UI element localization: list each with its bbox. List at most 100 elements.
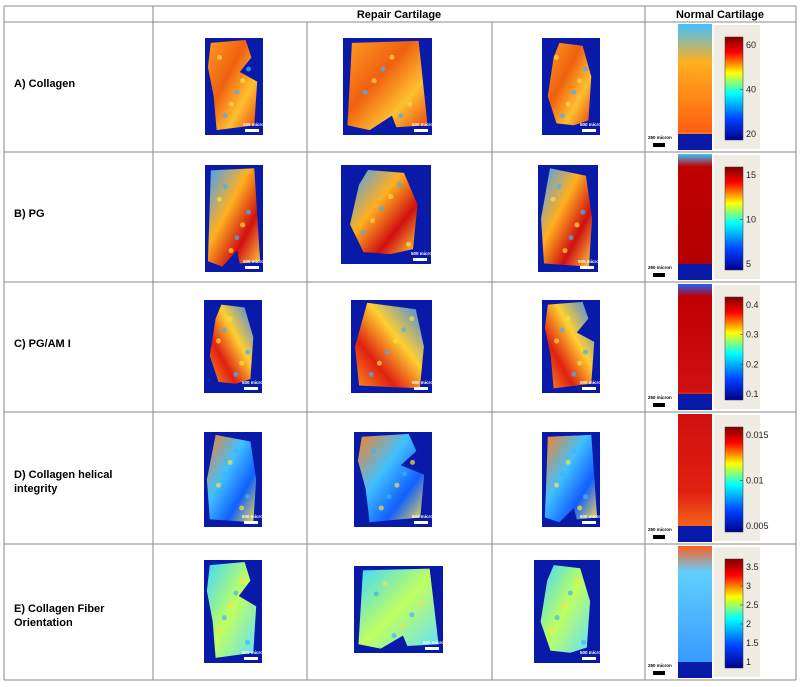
normal-scale-label: 250 micron — [648, 663, 672, 668]
colorbar-label: 0.1 — [746, 389, 759, 399]
speckle — [550, 196, 556, 202]
scale-label: 500 micron — [580, 122, 604, 127]
colorbar-label: 1.5 — [746, 638, 759, 648]
row-label: B) PG — [14, 208, 45, 220]
speckle — [397, 182, 402, 188]
speckle — [240, 78, 246, 84]
speckle — [398, 113, 404, 119]
tissue — [358, 568, 439, 649]
scale-bar — [244, 387, 258, 390]
colorbar-label: 0.015 — [746, 430, 769, 440]
tissue — [544, 301, 595, 389]
normal-image — [678, 24, 712, 150]
normal-base — [678, 264, 712, 280]
row-label: C) PG/AM I — [14, 338, 71, 350]
colorbar-label: 5 — [746, 259, 751, 269]
speckle — [217, 196, 222, 202]
colorbar-label: 0.4 — [746, 300, 759, 310]
speckle — [391, 633, 397, 639]
header-repair: Repair Cartilage — [357, 9, 441, 21]
speckle — [559, 113, 565, 119]
scale-bar — [582, 657, 596, 660]
speckle — [246, 66, 251, 72]
normal-base — [678, 662, 712, 678]
speckle — [400, 622, 406, 628]
speckle — [245, 349, 250, 355]
normal-base — [678, 526, 712, 542]
speckle — [234, 235, 240, 241]
normal-base — [678, 134, 712, 150]
scale-label: 500 micron — [412, 122, 436, 127]
speckle — [233, 371, 239, 377]
colorbar — [724, 36, 744, 141]
speckle — [239, 578, 245, 584]
scale-bar — [582, 521, 596, 524]
row-label: A) Collagen — [14, 78, 76, 90]
colorbar-label: 15 — [746, 170, 756, 180]
tissue — [347, 40, 428, 131]
speckle — [362, 89, 368, 95]
speckle — [402, 471, 408, 477]
speckle — [565, 459, 571, 465]
speckle — [577, 360, 583, 366]
normal-base — [678, 394, 712, 410]
colorbar-label: 2.5 — [746, 600, 759, 610]
speckle — [216, 627, 221, 633]
scale-label: 500 micron — [580, 514, 604, 519]
speckle — [378, 505, 384, 511]
normal-scale-bar — [653, 273, 665, 277]
colorbar-label: 40 — [746, 85, 756, 95]
speckle — [368, 371, 374, 377]
speckle — [410, 459, 415, 465]
scale-bar — [425, 647, 439, 650]
speckle — [245, 494, 250, 500]
colorbar-label: 60 — [746, 40, 756, 50]
speckle — [386, 494, 392, 500]
speckle — [234, 89, 240, 95]
speckle — [228, 248, 234, 254]
colorbar-label: 3 — [746, 581, 751, 591]
tissue — [350, 169, 418, 255]
scale-label: 500 micron — [243, 259, 267, 264]
speckle — [583, 66, 588, 72]
scale-label: 500 micron — [578, 259, 602, 264]
speckle — [239, 505, 245, 511]
scale-label: 500 micron — [412, 380, 436, 385]
speckle — [222, 113, 228, 119]
speckle — [370, 217, 375, 223]
normal-image — [678, 284, 712, 410]
tissue — [206, 434, 257, 523]
speckle — [394, 482, 400, 488]
speckle — [583, 349, 588, 355]
colorbar-label: 0.3 — [746, 330, 759, 340]
speckle — [239, 360, 245, 366]
speckle — [577, 78, 583, 84]
speckle — [228, 101, 234, 107]
scale-bar — [245, 266, 259, 269]
scale-bar — [244, 521, 258, 524]
speckle — [221, 327, 227, 333]
tissue — [207, 168, 261, 267]
speckle — [245, 639, 250, 645]
speckle — [216, 482, 221, 488]
speckle — [233, 590, 239, 596]
normal-scale-bar — [653, 143, 665, 147]
speckle — [388, 194, 393, 200]
speckle — [406, 241, 411, 247]
speckle — [409, 316, 415, 322]
speckle — [577, 505, 583, 511]
scale-bar — [414, 129, 428, 132]
colorbar — [724, 166, 744, 271]
speckle — [384, 349, 390, 355]
speckle — [554, 615, 560, 621]
speckle — [568, 235, 574, 241]
speckle — [371, 448, 376, 454]
speckle — [548, 627, 553, 633]
speckle — [401, 327, 407, 333]
scale-label: 500 micron — [423, 640, 447, 645]
speckle — [574, 578, 580, 584]
colorbar-label: 0.01 — [746, 476, 764, 486]
colorbar-label: 0.2 — [746, 359, 759, 369]
tissue — [540, 565, 591, 653]
